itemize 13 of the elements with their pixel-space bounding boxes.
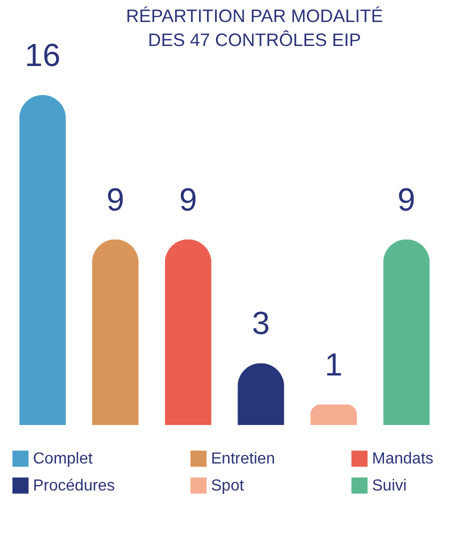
data-label: 3 [252,305,270,342]
data-label: 16 [24,37,60,73]
legend-label: Spot [211,478,244,494]
legend-label: Entretien [211,450,276,468]
chart-title: RÉPARTITION PAR MODALITÉ DES 47 CONTRÔLES EIP [126,6,384,50]
legend-label: Suivi [372,478,407,494]
data-label: 9 [179,181,198,218]
data-label: 1 [324,346,343,382]
legend-label: Procédures [33,478,115,494]
data-label: 9 [398,181,416,218]
legend-label: Complet [33,450,94,468]
legend-label: Mandats [372,450,434,468]
data-label: 9 [106,181,124,218]
